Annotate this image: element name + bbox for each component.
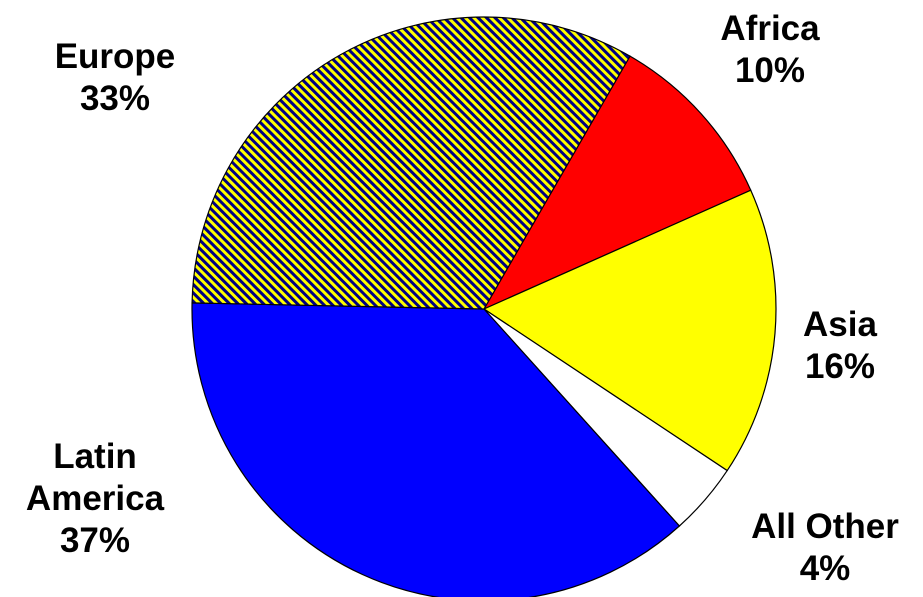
slice-label-europe-name: Europe: [54, 37, 176, 76]
slice-label-latin-america: Latin America 37%: [0, 436, 190, 562]
slice-label-all-other: All Other 4%: [730, 506, 920, 590]
slice-label-all-other-name: All Other: [751, 507, 899, 546]
slice-label-all-other-value: 4%: [799, 549, 851, 588]
pie-slice-africa: [482, 55, 752, 311]
slice-label-latin-america-name-1: Latin: [53, 437, 137, 476]
slice-label-asia-value: 16%: [804, 347, 876, 386]
slice-label-asia-name: Asia: [803, 305, 877, 344]
slice-label-europe: Europe 33%: [20, 36, 210, 120]
pie-slices: [191, 16, 777, 597]
pie-slice-asia: [482, 189, 777, 472]
pie-slice-europe: [191, 16, 631, 310]
slice-label-asia: Asia 16%: [760, 304, 920, 388]
slice-label-africa: Africa 10%: [690, 8, 850, 92]
slice-label-africa-name: Africa: [720, 9, 820, 48]
slice-label-latin-america-value: 37%: [59, 521, 131, 560]
slice-label-europe-value: 33%: [79, 79, 151, 118]
slice-label-latin-america-name-2: America: [25, 479, 165, 518]
pie-slice-latin-america: [191, 302, 681, 597]
slice-label-africa-value: 10%: [734, 51, 806, 90]
